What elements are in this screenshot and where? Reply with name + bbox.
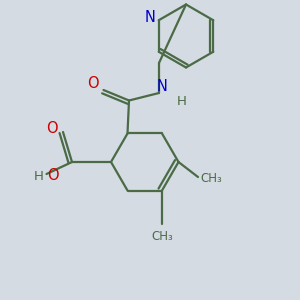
Text: N: N [144,10,155,26]
Text: O: O [87,76,99,92]
Text: O: O [47,168,59,183]
Text: H: H [34,170,44,183]
Text: N: N [157,79,167,94]
Text: H: H [177,95,186,108]
Text: CH₃: CH₃ [201,172,222,185]
Text: O: O [46,121,57,136]
Text: CH₃: CH₃ [151,230,173,244]
